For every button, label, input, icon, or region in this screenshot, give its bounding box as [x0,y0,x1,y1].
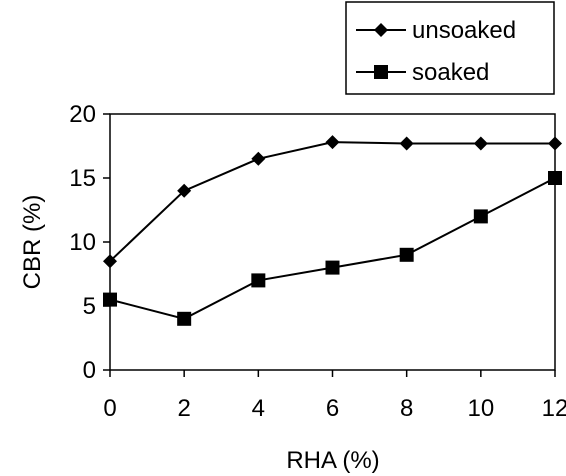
x-tick-label: 0 [103,395,116,422]
y-tick-label: 0 [83,357,96,384]
series-soaked [103,171,562,326]
x-tick-label: 2 [177,395,190,422]
soaked-point [251,273,266,288]
x-axis-ticks: 0 2 4 6 8 10 12 [103,370,566,422]
unsoaked-point [177,183,192,198]
y-tick-label: 20 [69,101,96,128]
unsoaked-point [473,136,488,151]
soaked-point [103,292,117,307]
y-tick-label: 15 [69,165,96,192]
unsoaked-point [548,136,562,151]
unsoaked-point [251,151,266,166]
unsoaked-point [399,136,414,151]
soaked-point [399,247,414,262]
plot-area [109,113,556,371]
x-tick-label: 6 [326,395,339,422]
y-tick-label: 5 [83,293,96,320]
legend-box [345,1,555,95]
unsoaked-line [109,141,555,262]
unsoaked-point [103,254,117,269]
y-tick-label: 10 [69,229,96,256]
soaked-point [548,171,562,185]
unsoaked-point [325,135,340,150]
x-tick-label: 8 [400,395,413,422]
x-axis-title: RHA (%) [286,447,379,474]
legend: unsoaked soaked [345,1,555,95]
soaked-point [177,311,192,326]
legend-label-unsoaked: unsoaked [412,17,516,44]
series-layer [103,135,562,326]
legend-marker-soaked [374,65,388,79]
legend-marker-unsoaked [374,23,388,37]
y-axis-ticks: 0 5 10 15 20 [69,101,110,384]
x-tick-label: 4 [252,395,265,422]
x-tick-label: 10 [467,395,494,422]
y-axis-title: CBR (%) [19,195,46,290]
soaked-point [473,209,488,224]
series-unsoaked [103,135,562,269]
x-tick-label: 12 [542,395,566,422]
legend-label-soaked: soaked [412,59,489,86]
soaked-point [325,260,340,275]
